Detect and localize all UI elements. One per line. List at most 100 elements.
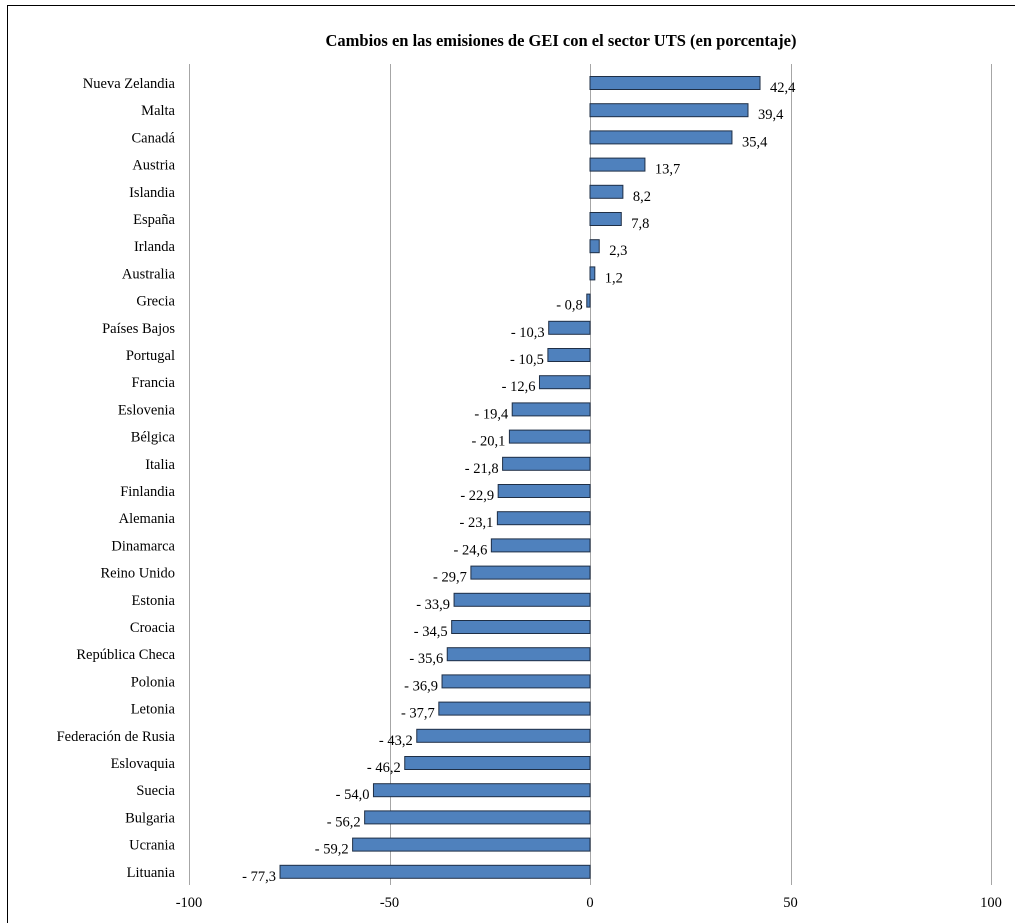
data-label: - 23,1 bbox=[460, 515, 494, 531]
bar bbox=[589, 239, 600, 254]
data-label: 35,4 bbox=[742, 134, 768, 150]
data-label: - 33,9 bbox=[416, 597, 450, 613]
bar bbox=[502, 456, 591, 471]
data-label: 7,8 bbox=[631, 216, 649, 232]
bar bbox=[364, 810, 591, 825]
category-label: Australia bbox=[122, 266, 176, 282]
category-label: Nueva Zelandia bbox=[83, 76, 176, 92]
category-label: Dinamarca bbox=[111, 538, 175, 554]
bar bbox=[446, 647, 591, 662]
data-label: - 35,6 bbox=[409, 651, 443, 667]
category-label: Ucrania bbox=[129, 838, 175, 854]
data-label: - 77,3 bbox=[242, 869, 276, 885]
bar bbox=[451, 620, 591, 634]
data-label: - 54,0 bbox=[336, 787, 370, 803]
chart-title: Cambios en las emisiones de GEI con el s… bbox=[326, 31, 797, 50]
x-tick-label: -50 bbox=[380, 895, 399, 911]
bar bbox=[547, 348, 591, 362]
bar bbox=[589, 103, 749, 118]
bar bbox=[589, 266, 596, 281]
bar bbox=[416, 728, 591, 743]
bar bbox=[497, 484, 591, 498]
category-label: Países Bajos bbox=[102, 321, 175, 337]
data-label: - 43,2 bbox=[379, 733, 413, 749]
data-label: - 46,2 bbox=[367, 760, 401, 776]
bars bbox=[279, 76, 761, 879]
data-label: - 34,5 bbox=[414, 624, 448, 640]
category-label: Reino Unido bbox=[100, 566, 175, 582]
data-label: - 10,3 bbox=[511, 325, 545, 341]
category-label: Bélgica bbox=[131, 430, 176, 446]
category-label: Federación de Rusia bbox=[57, 729, 176, 745]
category-labels: Nueva Zelandia Malta Canadá Austria Islandia… bbox=[57, 76, 176, 881]
bar bbox=[372, 783, 591, 798]
x-tick-label: 0 bbox=[586, 895, 593, 911]
category-label: Irlanda bbox=[134, 239, 176, 255]
data-label: - 36,9 bbox=[404, 678, 438, 694]
bar bbox=[589, 76, 761, 90]
data-label: 1,2 bbox=[605, 270, 623, 286]
category-label: República Checa bbox=[76, 647, 175, 663]
bar bbox=[511, 402, 591, 417]
bar bbox=[548, 320, 591, 335]
data-label: - 0,8 bbox=[556, 298, 583, 314]
category-label: Italia bbox=[145, 457, 175, 473]
bar bbox=[586, 293, 591, 308]
category-label: Polonia bbox=[131, 674, 176, 690]
bar bbox=[438, 701, 591, 716]
data-label: - 56,2 bbox=[327, 814, 361, 830]
category-label: Malta bbox=[141, 103, 175, 119]
bar bbox=[496, 511, 591, 526]
category-label: Eslovenia bbox=[118, 402, 176, 418]
category-label: Francia bbox=[132, 375, 176, 391]
data-label: - 37,7 bbox=[401, 706, 435, 722]
bar bbox=[404, 756, 591, 770]
bar bbox=[589, 184, 624, 199]
category-label: Suecia bbox=[136, 783, 175, 799]
data-label: - 19,4 bbox=[474, 406, 509, 422]
bar bbox=[453, 592, 591, 607]
data-label: - 24,6 bbox=[454, 542, 488, 558]
category-label: Croacia bbox=[130, 620, 176, 636]
category-label: Austria bbox=[132, 158, 175, 174]
category-label: Grecia bbox=[136, 294, 175, 310]
category-label: Letonia bbox=[131, 702, 176, 718]
data-label: 8,2 bbox=[633, 189, 651, 205]
data-label: - 21,8 bbox=[465, 461, 499, 477]
bar bbox=[279, 864, 591, 879]
category-label: Portugal bbox=[126, 348, 175, 364]
x-tick-label: 100 bbox=[980, 895, 1002, 911]
bar bbox=[470, 565, 591, 580]
x-tick-label: -100 bbox=[176, 895, 203, 911]
data-label: - 10,5 bbox=[510, 352, 544, 368]
bar bbox=[589, 212, 622, 226]
category-label: Bulgaria bbox=[125, 810, 175, 826]
bar bbox=[538, 375, 591, 390]
x-tick-label: 50 bbox=[783, 895, 798, 911]
x-axis-tick-labels: -100 -50 0 50 100 bbox=[176, 895, 1002, 911]
category-label: España bbox=[133, 212, 175, 228]
bar bbox=[441, 674, 591, 689]
data-label: - 29,7 bbox=[433, 570, 467, 586]
category-label: Islandia bbox=[129, 185, 175, 201]
category-label: Eslovaquia bbox=[111, 756, 176, 772]
bar bbox=[352, 837, 591, 852]
data-label: - 59,2 bbox=[315, 842, 349, 858]
category-label: Lituania bbox=[127, 865, 176, 881]
category-label: Canadá bbox=[132, 130, 176, 146]
data-label: 2,3 bbox=[609, 243, 627, 259]
category-label: Alemania bbox=[119, 511, 176, 527]
category-label: Finlandia bbox=[120, 484, 175, 500]
data-label: - 22,9 bbox=[460, 488, 494, 504]
bar bbox=[508, 429, 591, 444]
data-label: 39,4 bbox=[758, 107, 784, 123]
data-label: 42,4 bbox=[770, 80, 796, 96]
data-label: - 12,6 bbox=[502, 379, 536, 395]
value-labels: 42,4 39,4 35,4 13,78,2 7,82,3 1,2 - 0,8 - 10,3 -… bbox=[242, 80, 796, 885]
grid-lines bbox=[189, 64, 992, 885]
data-label: - 20,1 bbox=[472, 434, 506, 450]
bar bbox=[589, 157, 646, 172]
category-label: Estonia bbox=[132, 593, 176, 609]
bar bbox=[490, 538, 591, 553]
bar bbox=[589, 130, 733, 145]
